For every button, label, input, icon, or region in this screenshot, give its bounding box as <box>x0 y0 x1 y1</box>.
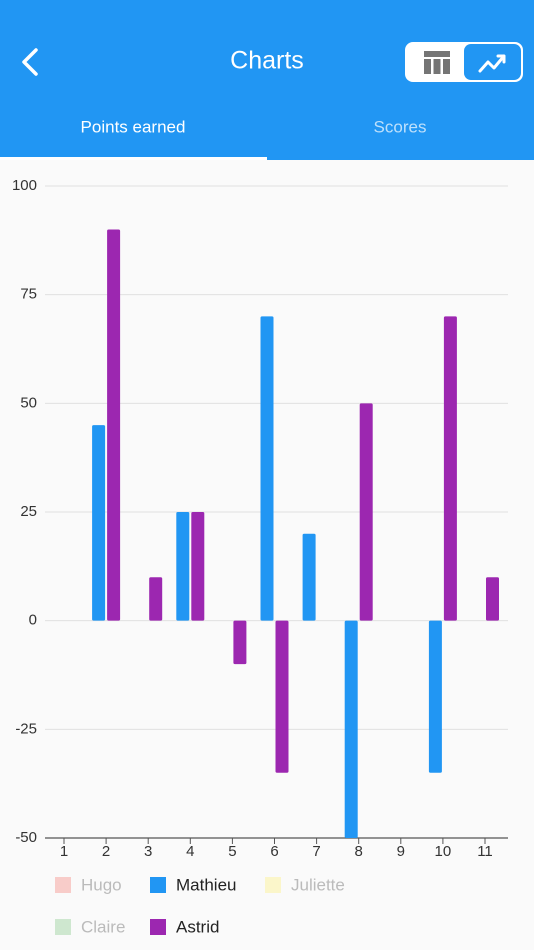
line-chart-icon[interactable] <box>478 54 506 73</box>
y-tick-label: -50 <box>15 829 37 846</box>
legend-label[interactable]: Juliette <box>291 875 345 894</box>
bar <box>260 316 274 621</box>
x-tick-label: 6 <box>270 843 278 860</box>
legend-label[interactable]: Astrid <box>176 917 219 936</box>
bar <box>176 512 190 621</box>
x-tick-label: 2 <box>102 843 110 860</box>
bar <box>486 577 499 621</box>
back-button[interactable] <box>22 48 38 76</box>
x-tick-label: 10 <box>435 843 452 860</box>
x-tick-label: 1 <box>60 843 68 860</box>
bar <box>359 403 373 621</box>
legend-swatch <box>265 877 281 893</box>
bar <box>107 229 121 621</box>
y-tick-label: 25 <box>20 503 37 520</box>
bar <box>275 620 289 773</box>
bar <box>302 533 316 621</box>
bar <box>344 620 358 838</box>
legend-swatch <box>55 877 71 893</box>
bar <box>191 512 205 621</box>
bar <box>92 425 106 621</box>
app-title: Charts <box>230 47 304 75</box>
x-tick-label: 3 <box>144 843 152 860</box>
y-tick-label: 75 <box>20 286 37 303</box>
x-tick-label: 8 <box>355 843 363 860</box>
y-tick-label: 100 <box>12 177 37 194</box>
legend-swatch <box>55 919 71 935</box>
legend-label[interactable]: Mathieu <box>176 875 236 894</box>
legend-swatch <box>150 877 166 893</box>
x-tick-label: 11 <box>477 843 493 860</box>
x-tick-label: 4 <box>186 843 194 860</box>
bar <box>233 620 247 665</box>
x-tick-label: 9 <box>397 843 405 860</box>
legend-label[interactable]: Claire <box>81 917 125 936</box>
view-toggle[interactable] <box>405 42 523 82</box>
toggle-selected <box>464 44 521 80</box>
x-tick-label: 5 <box>228 843 236 860</box>
legend-swatch <box>150 919 166 935</box>
bar <box>149 577 163 621</box>
legend-label[interactable]: Hugo <box>81 875 122 894</box>
x-tick-label: 7 <box>312 843 320 860</box>
tab-indicator <box>0 157 267 160</box>
table-icon[interactable] <box>424 51 450 74</box>
bar <box>428 620 442 773</box>
tab[interactable]: Points earned <box>81 117 186 136</box>
y-tick-label: 50 <box>20 394 37 411</box>
y-tick-label: -25 <box>15 720 37 737</box>
y-tick-label: 0 <box>29 612 37 629</box>
tab[interactable]: Scores <box>374 117 427 136</box>
bar <box>443 316 457 621</box>
